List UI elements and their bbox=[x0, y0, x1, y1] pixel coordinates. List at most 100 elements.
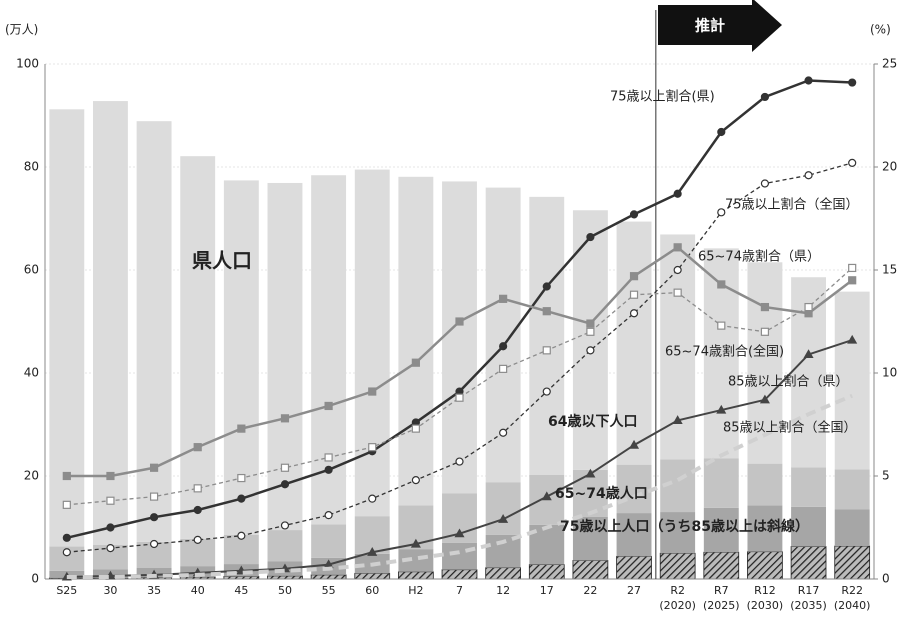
line-marker bbox=[324, 401, 333, 411]
line-marker bbox=[848, 276, 857, 285]
line-marker bbox=[673, 265, 682, 275]
bar-segment bbox=[267, 530, 303, 562]
bar-segment bbox=[354, 169, 390, 517]
bar-segment bbox=[49, 109, 85, 547]
y-tick-label: 20 bbox=[24, 469, 39, 483]
bar-segment bbox=[310, 574, 347, 580]
line-marker bbox=[586, 232, 595, 242]
bar-segment bbox=[834, 469, 870, 510]
bar-segment bbox=[398, 176, 434, 506]
line-marker bbox=[541, 491, 552, 501]
bar-segment bbox=[572, 560, 609, 580]
line-marker bbox=[106, 523, 115, 532]
line-marker bbox=[324, 465, 333, 474]
annotation: 85歳以上割合（全国） bbox=[723, 420, 857, 436]
line-marker bbox=[542, 282, 551, 291]
line-marker bbox=[804, 76, 813, 85]
line-marker bbox=[499, 294, 508, 303]
line-marker bbox=[62, 548, 71, 557]
bar-segment bbox=[747, 505, 783, 552]
line-marker bbox=[542, 387, 551, 396]
y2-tick-label: 0 bbox=[882, 572, 890, 586]
x-tick-label: R7 bbox=[714, 584, 729, 597]
y2-tick-label: 25 bbox=[882, 57, 897, 71]
bar-segment bbox=[703, 507, 739, 553]
line-marker bbox=[760, 327, 770, 336]
annotation: 65~74歳割合（県） bbox=[698, 249, 820, 265]
line-marker bbox=[672, 415, 683, 424]
y2-tick-label: 20 bbox=[882, 160, 897, 174]
line-marker bbox=[586, 346, 595, 355]
line-marker bbox=[324, 453, 333, 462]
line-marker bbox=[717, 280, 726, 289]
x-tick-label: H2 bbox=[408, 584, 423, 597]
annotation: 64歳以下人口 bbox=[548, 413, 637, 430]
bar-segment bbox=[528, 564, 565, 580]
annotation: 75歳以上割合(県) bbox=[610, 89, 715, 105]
line-marker bbox=[62, 500, 71, 509]
y2-axis-label: (%) bbox=[870, 23, 891, 37]
line-marker bbox=[62, 533, 71, 542]
x-tick-label: R22 bbox=[841, 584, 863, 597]
line-series bbox=[66, 393, 853, 579]
line-marker bbox=[804, 171, 813, 180]
bar-segment bbox=[180, 156, 216, 539]
line-marker bbox=[193, 505, 202, 515]
projection-label: 推計 bbox=[695, 17, 725, 35]
y2-tick-label: 5 bbox=[882, 469, 890, 483]
line-marker bbox=[760, 179, 770, 188]
bar-segment bbox=[442, 181, 477, 494]
line-marker bbox=[498, 514, 509, 523]
bar-segment bbox=[834, 545, 871, 580]
bar-segment bbox=[529, 196, 565, 475]
x-tick-label: 60 bbox=[365, 584, 379, 597]
bar-segment bbox=[616, 221, 652, 465]
bar-segment bbox=[572, 516, 608, 561]
line-marker bbox=[716, 404, 727, 414]
line-marker bbox=[237, 494, 246, 503]
annotation: 75歳以上割合（全国） bbox=[725, 197, 859, 213]
line-marker bbox=[760, 302, 770, 312]
line-marker bbox=[149, 513, 159, 522]
x-tick-label: 12 bbox=[496, 584, 510, 597]
line-marker bbox=[848, 78, 857, 87]
x-tick-label: 7 bbox=[456, 584, 463, 597]
line-marker bbox=[237, 424, 246, 433]
x-tick-sublabel: (2025) bbox=[703, 599, 740, 612]
y-axis-label: (万人) bbox=[5, 23, 38, 37]
x-tick-label: 50 bbox=[278, 584, 292, 597]
line-marker bbox=[368, 443, 377, 452]
line-marker bbox=[280, 521, 290, 530]
line-marker bbox=[628, 439, 640, 449]
bar-segment bbox=[441, 569, 478, 580]
y-tick-label: 60 bbox=[24, 263, 39, 277]
line-marker bbox=[106, 471, 115, 481]
y2-tick-label: 15 bbox=[882, 263, 897, 277]
bar-segment bbox=[398, 549, 434, 572]
line-marker bbox=[410, 538, 421, 548]
line-marker bbox=[280, 480, 290, 489]
line-marker bbox=[848, 158, 857, 167]
line-marker bbox=[149, 492, 159, 501]
bar-segment bbox=[572, 210, 608, 470]
x-tick-label: R12 bbox=[754, 584, 776, 597]
annotation: 県人口 bbox=[192, 249, 252, 273]
line-marker bbox=[542, 346, 551, 355]
bar-segment bbox=[398, 571, 434, 580]
line-marker bbox=[499, 364, 508, 373]
annotation: 65~74歳人口 bbox=[555, 485, 648, 502]
line-marker bbox=[411, 358, 420, 367]
line-marker bbox=[106, 543, 115, 553]
line-marker bbox=[717, 321, 726, 330]
line-marker bbox=[585, 468, 596, 478]
annotation: 75歳以上人口（うち85歳以上は斜線） bbox=[560, 518, 809, 535]
y-tick-label: 80 bbox=[24, 160, 39, 174]
line-marker bbox=[324, 511, 333, 520]
line-marker bbox=[673, 243, 682, 252]
x-tick-label: 40 bbox=[191, 584, 205, 597]
bar-segment bbox=[92, 101, 128, 546]
x-tick-label: S25 bbox=[56, 584, 77, 597]
y-tick-label: 0 bbox=[31, 572, 39, 586]
x-tick-label: R17 bbox=[798, 584, 820, 597]
bar-segment bbox=[703, 458, 739, 508]
